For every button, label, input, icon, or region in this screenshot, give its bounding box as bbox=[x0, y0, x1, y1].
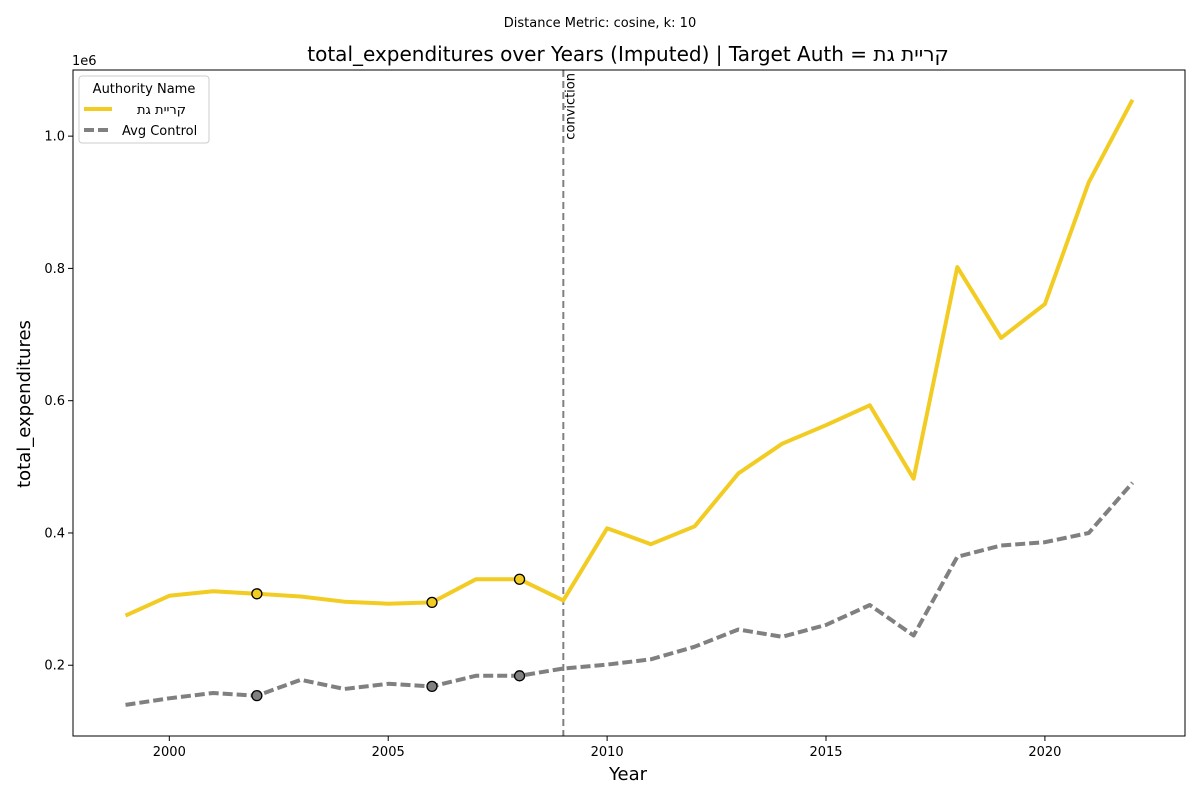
y-tick-label: 0.6 bbox=[44, 394, 65, 409]
series-layer bbox=[124, 98, 1135, 707]
x-tick-label: 2000 bbox=[153, 745, 186, 760]
y-tick-label: 0.8 bbox=[44, 262, 65, 277]
legend-label-target: קריית גת bbox=[137, 103, 186, 118]
imputed-point bbox=[251, 588, 263, 600]
series-line-0 bbox=[124, 98, 1135, 618]
chart-suptitle: Distance Metric: cosine, k: 10 bbox=[504, 16, 696, 31]
x-tick-label: 2010 bbox=[591, 745, 624, 760]
legend-title: Authority Name bbox=[93, 82, 196, 97]
x-axis-ticks: 2000 2005 2010 2015 2020 bbox=[153, 736, 1061, 760]
plot-area-frame bbox=[72, 69, 1186, 737]
chart-title: total_expenditures over Years (Imputed) … bbox=[307, 42, 948, 66]
x-axis-label: Year bbox=[608, 764, 648, 785]
legend: Authority Name קריית גת Avg Control bbox=[78, 75, 210, 144]
imputed-point bbox=[426, 680, 438, 693]
conviction-marker: conviction bbox=[562, 70, 578, 736]
y-axis-ticks: 0.2 0.4 0.6 0.8 1.0 bbox=[44, 130, 73, 674]
y-offset-label: 1e6 bbox=[72, 54, 97, 69]
y-tick-label: 0.2 bbox=[44, 659, 65, 674]
x-tick-label: 2020 bbox=[1028, 745, 1061, 760]
imputed-point bbox=[513, 670, 526, 682]
conviction-label: conviction bbox=[563, 73, 578, 140]
imputed-point bbox=[426, 596, 438, 609]
y-axis-label: total_expenditures bbox=[14, 320, 35, 488]
legend-label-control: Avg Control bbox=[122, 124, 197, 139]
y-tick-label: 0.4 bbox=[44, 526, 65, 541]
y-tick-label: 1.0 bbox=[44, 130, 65, 145]
x-tick-label: 2015 bbox=[809, 745, 842, 760]
legend-box bbox=[78, 75, 210, 144]
x-tick-label: 2005 bbox=[372, 745, 405, 760]
imputed-point bbox=[513, 573, 526, 585]
series-line-1 bbox=[125, 481, 1135, 707]
imputed-point bbox=[251, 690, 263, 702]
